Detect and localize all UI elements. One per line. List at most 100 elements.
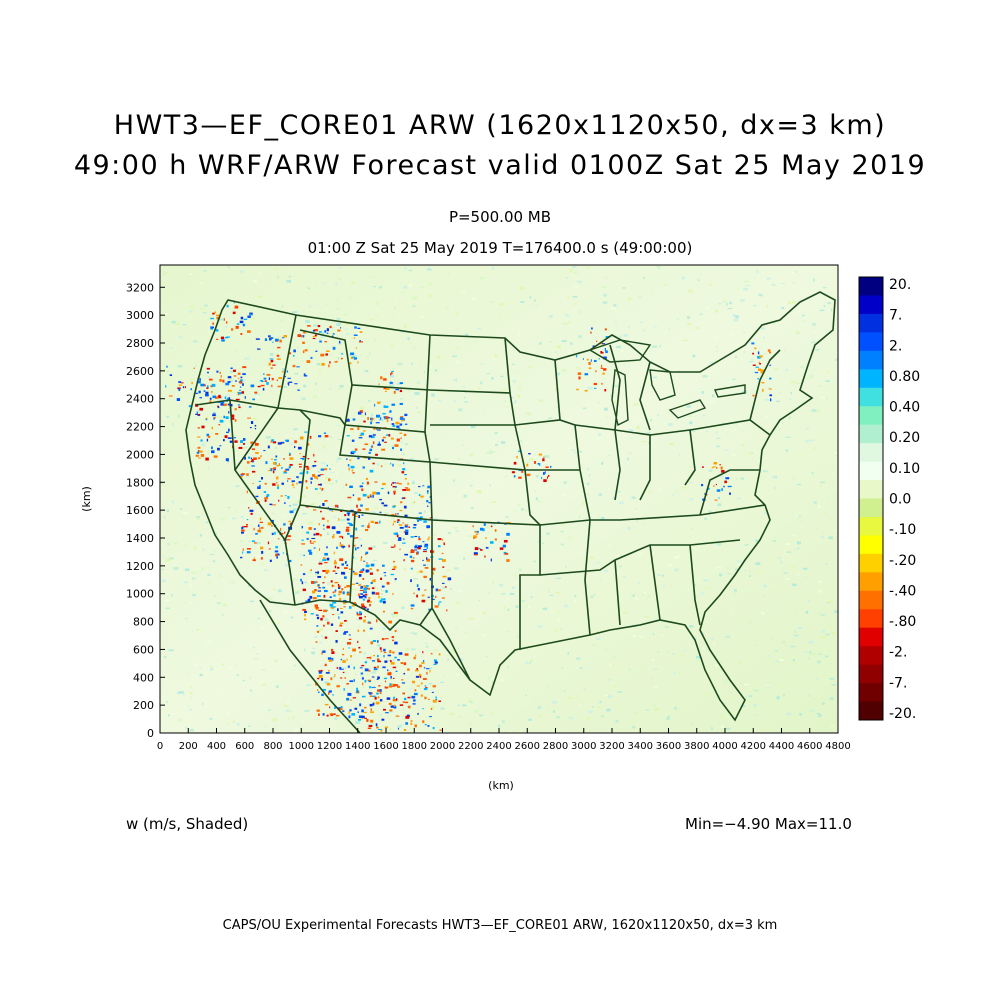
state-line-26: [584, 519, 591, 636]
colorbar-label: 0.80: [889, 369, 920, 385]
lake-ontario: [714, 384, 746, 398]
colorbar-label: -.80: [889, 614, 916, 630]
y-tick-label: 600: [133, 643, 154, 656]
x-tick-label: 2600: [515, 741, 540, 752]
colorbar-label: 20.: [889, 277, 911, 293]
state-line-4: [277, 407, 311, 541]
y-axis-label: (km): [80, 486, 93, 512]
colorbar-swatch: [859, 350, 883, 370]
lake-superior: [588, 339, 652, 363]
colorbar-label: -.10: [889, 522, 916, 538]
colorbar-swatch: [859, 498, 883, 518]
colorbar-labels: 20. 7. 2. 0.80 0.40 0.20 0.10 0.0 -.10 -.20 -.40 -.…: [889, 277, 920, 722]
y-tick-label: 200: [133, 699, 154, 712]
state-line-18: [539, 504, 766, 526]
y-tick-label: 1600: [126, 504, 154, 517]
x-tick-label: 4400: [769, 741, 794, 752]
x-tick-label: 1400: [345, 741, 370, 752]
x-tick-label: 400: [207, 741, 226, 752]
y-tick-label: 800: [133, 616, 154, 629]
colorbar-swatch: [859, 572, 883, 592]
colorbar-label: -.40: [889, 583, 916, 599]
state-line-3: [229, 399, 236, 471]
state-line-10: [339, 424, 431, 463]
state-line-28: [649, 544, 661, 621]
colorbar-swatch: [859, 277, 883, 296]
state-line-25: [699, 469, 760, 516]
y-tick-label: 2800: [126, 337, 154, 350]
min-max-stats: Min=−4.90 Max=11.0: [685, 815, 852, 833]
x-tick-label: 3600: [656, 741, 681, 752]
colorbar-frame: [858, 276, 884, 721]
time-info: 01:00 Z Sat 25 May 2019 T=176400.0 s (49…: [307, 239, 693, 257]
y-axis-ticks: 0 200 400 600 800 1000 1200 1400 1600 1800 2000 220…: [126, 281, 165, 740]
footer-credit: CAPS/OU Experimental Forecasts HWT3—EF_C…: [222, 918, 778, 933]
colorbar-swatch: [859, 443, 883, 463]
colorbar-label: -2.: [889, 645, 907, 661]
us-outline: [185, 291, 836, 722]
x-tick-label: 3800: [684, 741, 709, 752]
y-tick-label: 2000: [126, 448, 154, 461]
colorbar-label: 0.40: [889, 400, 920, 416]
x-tick-label: 2000: [430, 741, 455, 752]
colorbar-swatch: [859, 424, 883, 444]
x-tick-label: 3400: [628, 741, 653, 752]
colorbar-swatch: [859, 406, 883, 426]
x-tick-label: 600: [235, 741, 254, 752]
state-line-1: [195, 314, 297, 409]
state-line-9: [299, 329, 353, 386]
colorbar-swatch: [859, 701, 883, 721]
colorbar-label: 0.10: [889, 461, 920, 477]
colorbar-label: 2.: [889, 338, 902, 354]
colorbar-swatch: [859, 664, 883, 684]
x-tick-label: 4600: [797, 741, 822, 752]
x-axis-label: (km): [488, 779, 514, 792]
state-line-19: [539, 539, 741, 576]
colorbar-label: 0.20: [889, 430, 920, 446]
x-tick-label: 2800: [543, 741, 568, 752]
colorbar-swatch: [859, 553, 883, 573]
lake-erie: [668, 399, 707, 419]
y-tick-label: 2600: [126, 365, 154, 378]
colorbar-swatch: [859, 590, 883, 610]
x-tick-label: 3000: [571, 741, 596, 752]
lake-michigan: [611, 368, 629, 427]
state-line-6: [354, 511, 433, 626]
state-line-34: [431, 607, 471, 681]
x-tick-label: 0: [157, 741, 163, 752]
x-tick-label: 2400: [486, 741, 511, 752]
colorbar-swatch: [859, 627, 883, 647]
y-tick-label: 3200: [126, 281, 154, 294]
colorbar-swatch: [859, 609, 883, 629]
colorbar-swatch: [859, 480, 883, 499]
y-tick-label: 1400: [126, 532, 154, 545]
state-line-20: [554, 359, 561, 421]
x-tick-label: 1600: [373, 741, 398, 752]
map-field: [160, 265, 838, 733]
colorbar-swatch: [859, 295, 883, 315]
colorbar-label: -.20: [889, 553, 916, 569]
colorbar-swatch: [859, 461, 883, 481]
x-tick-label: 4200: [741, 741, 766, 752]
state-line-11: [429, 461, 541, 650]
state-line-27: [614, 559, 621, 626]
colorbar: [858, 276, 884, 721]
pressure-level: P=500.00 MB: [448, 208, 552, 226]
y-tick-label: 1800: [126, 476, 154, 489]
colorbar-swatch: [859, 535, 883, 555]
x-tick-label: 1000: [289, 741, 314, 752]
title-line-2: 49:00 h WRF/ARW Forecast valid 0100Z Sat…: [73, 150, 927, 181]
y-tick-label: 2400: [126, 393, 154, 406]
y-tick-label: 2200: [126, 421, 154, 434]
colorbar-swatch: [859, 516, 883, 536]
colorbar-label: 7.: [889, 308, 902, 324]
x-tick-label: 200: [179, 741, 198, 752]
colorbar-label: -20.: [889, 706, 916, 722]
state-line-30: [749, 349, 781, 421]
great-lakes: [588, 339, 746, 427]
state-line-22: [614, 429, 651, 501]
x-tick-label: 1800: [402, 741, 427, 752]
state-line-13: [429, 389, 516, 426]
colorbar-swatch: [859, 683, 883, 703]
